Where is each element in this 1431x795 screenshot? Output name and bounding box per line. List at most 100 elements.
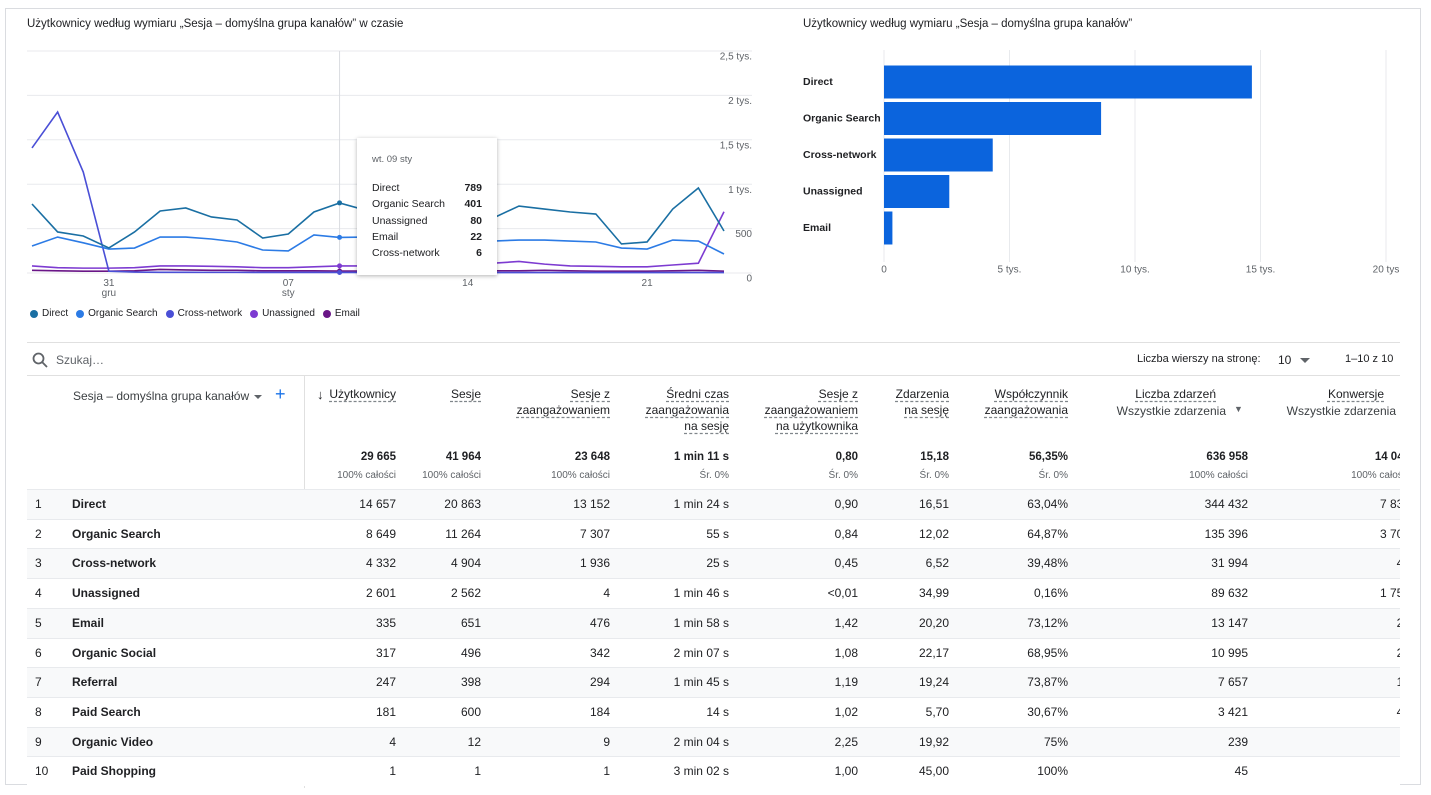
x-tick-label: 21 <box>642 278 654 289</box>
cell-value: 45 <box>1235 764 1248 778</box>
search-input[interactable]: Szukaj… <box>56 353 104 367</box>
cell-value: 1 936 <box>580 556 610 570</box>
cell-value: 12 <box>468 735 481 749</box>
dropdown-icon[interactable] <box>1300 358 1310 364</box>
y-tick-label: Direct <box>803 76 833 88</box>
tooltip-label: Cross-network <box>372 247 440 259</box>
column-total-note: Śr. 0% <box>700 470 729 481</box>
y-tick-label: Organic Search <box>803 112 881 124</box>
cell-value: 13 152 <box>573 497 610 511</box>
cell-value: 4 332 <box>366 556 396 570</box>
cell-value: 3 705 <box>1380 527 1400 541</box>
cell-value: 4 904 <box>451 556 481 570</box>
cell-value: 600 <box>461 705 481 719</box>
column-total: 56,35% <box>1029 451 1068 463</box>
rows-per-page-select[interactable]: 10 <box>1278 353 1291 367</box>
column-total: 14 046 <box>1375 451 1400 463</box>
add-dimension[interactable]: + <box>275 384 286 405</box>
column-total-note: 100% całości <box>551 470 610 481</box>
legend-swatch <box>166 310 174 318</box>
cell-value: 9 <box>603 735 610 749</box>
cell-value: 20,20 <box>919 616 949 630</box>
cell-value: 1,19 <box>835 675 858 689</box>
hover-point <box>337 270 342 275</box>
sort-icon[interactable]: ↓ <box>317 387 324 402</box>
cell-value: 4 <box>603 586 610 600</box>
tooltip: wt. 09 sty Direct789Organic Search401Una… <box>357 138 497 275</box>
cell-value: 11 264 <box>445 527 481 541</box>
column-header[interactable]: Sesje <box>451 386 481 402</box>
bar <box>884 212 892 245</box>
row-name: Paid Search <box>72 705 141 719</box>
bar <box>884 66 1252 99</box>
cell-value: 75% <box>1044 735 1068 749</box>
row-name: Organic Video <box>72 735 153 749</box>
column-total-note: 100% całości <box>1189 470 1248 481</box>
pagination: 1–10 z 10 <box>1345 353 1393 365</box>
legend-label: Cross-network <box>178 308 242 319</box>
y-tick-label: Email <box>803 222 831 234</box>
column-header[interactable]: Liczba zdarzeń <box>1135 386 1216 402</box>
cell-value: 12 <box>1397 675 1400 689</box>
column-total-note: 100% całości <box>422 470 481 481</box>
column-header[interactable]: Zdarzenia na sesję <box>889 386 949 418</box>
x-tick-label: 10 tys. <box>1120 265 1149 276</box>
cell-value: 7 307 <box>580 527 610 541</box>
row-name: Paid Shopping <box>72 764 156 778</box>
legend-item[interactable]: Unassigned <box>250 308 315 319</box>
table: Szukaj… Liczba wierszy na stronę: 10 1–1… <box>27 342 1400 788</box>
column-header[interactable]: Użytkownicy <box>329 386 396 402</box>
column-header[interactable]: Współczynnik zaangażowania <box>978 386 1068 418</box>
cell-value: 0,45 <box>835 556 858 570</box>
dropdown-icon[interactable]: ▼ <box>1234 404 1243 414</box>
column-header[interactable]: Sesje z zaangażowaniem <box>510 386 610 418</box>
cell-value: 476 <box>590 616 610 630</box>
cell-value: 25 <box>1397 616 1400 630</box>
divider <box>27 375 1400 376</box>
column-header[interactable]: Średni czas zaangażowania na sesję <box>639 386 729 434</box>
cell-value: 1,42 <box>835 616 858 630</box>
column-header[interactable]: Konwersje <box>1328 386 1384 402</box>
charts: 05001 tys.1,5 tys.2 tys.2,5 tys.31gru07s… <box>0 0 1431 300</box>
legend-label: Email <box>335 308 360 319</box>
legend-item[interactable]: Direct <box>30 308 68 319</box>
y-tick-label: 1,5 tys. <box>720 140 752 151</box>
row-index: 10 <box>35 764 48 778</box>
x-tick-label: 15 tys. <box>1246 265 1275 276</box>
dropdown-icon[interactable] <box>254 395 262 400</box>
x-tick-label: 07sty <box>282 278 295 299</box>
cell-value: 45,00 <box>919 764 949 778</box>
row-index: 6 <box>35 646 42 660</box>
tooltip-label: Email <box>372 231 398 243</box>
x-tick-label: 20 tys <box>1373 265 1400 276</box>
row-index: 5 <box>35 616 42 630</box>
cell-value: 73,87% <box>1027 675 1068 689</box>
row-index: 3 <box>35 556 42 570</box>
legend-label: Organic Search <box>88 308 157 319</box>
legend-swatch <box>30 310 38 318</box>
cell-value: 181 <box>376 705 396 719</box>
cell-value: 1 752 <box>1380 586 1400 600</box>
header-text: Liczba zdarzeń <box>1135 387 1216 401</box>
legend-item[interactable]: Organic Search <box>76 308 157 319</box>
cell-value: 1,02 <box>835 705 858 719</box>
row-name: Unassigned <box>72 586 140 600</box>
rows-per-page-label: Liczba wierszy na stronę: <box>1137 353 1261 365</box>
column-header[interactable]: Sesje z zaangażowaniem na użytkownika <box>758 386 858 434</box>
x-tick-label: 14 <box>462 278 474 289</box>
cell-value: 2 601 <box>366 586 396 600</box>
column-total-note: Śr. 0% <box>1039 470 1068 481</box>
legend-item[interactable]: Cross-network <box>166 308 242 319</box>
row-name: Cross-network <box>72 556 156 570</box>
dimension-header[interactable]: Sesja – domyślna grupa kanałów <box>73 389 249 403</box>
cell-value: 3 421 <box>1218 705 1248 719</box>
column-total-note: Śr. 0% <box>920 470 949 481</box>
header-text: Sesje z zaangażowaniem na użytkownika <box>765 387 858 433</box>
column-total: 29 665 <box>361 451 396 463</box>
hover-point <box>337 235 342 240</box>
cell-value: 4 <box>389 735 396 749</box>
legend-label: Direct <box>42 308 68 319</box>
legend-item[interactable]: Email <box>323 308 360 319</box>
cell-value: 184 <box>590 705 610 719</box>
